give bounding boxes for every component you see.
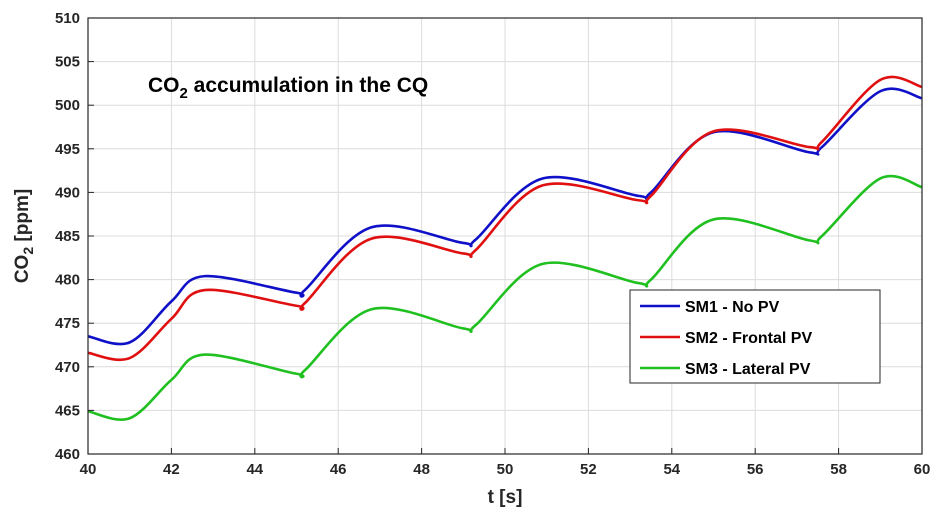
y-tick-label: 500 bbox=[55, 97, 80, 114]
x-tick-label: 46 bbox=[330, 461, 347, 478]
y-tick-label: 485 bbox=[55, 228, 80, 245]
y-tick-label: 470 bbox=[55, 359, 80, 376]
chart-annotation: CO2 accumulation in the CQ bbox=[148, 74, 428, 102]
legend-label-sm3-lateral-pv: SM3 - Lateral PV bbox=[685, 361, 811, 378]
annotation-rest: accumulation in the CQ bbox=[188, 74, 428, 97]
annotation-main: CO bbox=[148, 74, 180, 97]
x-tick-label: 54 bbox=[663, 461, 680, 478]
x-tick-label: 48 bbox=[413, 461, 430, 478]
series-line-sm2-frontal-pv bbox=[87, 75, 923, 362]
x-axis-title: t [s] bbox=[488, 487, 523, 508]
legend-label-sm2-frontal-pv: SM2 - Frontal PV bbox=[685, 330, 812, 347]
y-tick-label: 460 bbox=[55, 446, 80, 463]
x-tick-labels: 40 42 44 46 48 50 52 54 56 58 60 bbox=[80, 448, 931, 478]
x-tick-label: 50 bbox=[497, 461, 514, 478]
legend: SM1 - No PV SM2 - Frontal PV SM3 - Lateral… bbox=[629, 289, 881, 384]
x-tick-label: 60 bbox=[914, 461, 931, 478]
x-tick-label: 52 bbox=[580, 461, 597, 478]
y-tick-label: 510 bbox=[55, 10, 80, 27]
y-axis-title-rest: [ppm] bbox=[12, 189, 33, 247]
x-tick-label: 44 bbox=[246, 461, 263, 478]
y-axis-title-subscript: 2 bbox=[20, 247, 36, 255]
y-tick-label: 505 bbox=[55, 54, 80, 71]
x-tick-label: 56 bbox=[747, 461, 764, 478]
y-tick-labels: 460 465 470 475 480 485 490 495 500 505 510 bbox=[55, 10, 94, 463]
x-tick-label: 42 bbox=[163, 461, 180, 478]
y-tick-label: 490 bbox=[55, 184, 80, 201]
series-line-sm1-no-pv bbox=[87, 87, 923, 346]
y-tick-label: 475 bbox=[55, 315, 80, 332]
x-tick-label: 40 bbox=[80, 461, 97, 478]
y-tick-label: 480 bbox=[55, 272, 80, 289]
legend-label-sm1-no-pv: SM1 - No PV bbox=[685, 299, 780, 316]
y-axis-title-main: CO bbox=[12, 255, 33, 284]
y-tick-label: 495 bbox=[55, 141, 80, 158]
y-axis-title: CO2 [ppm] bbox=[12, 189, 36, 283]
y-tick-label: 465 bbox=[55, 402, 80, 419]
annotation-subscript: 2 bbox=[180, 85, 188, 102]
series-line-sm3-lateral-pv bbox=[87, 174, 923, 421]
series-lines bbox=[87, 75, 923, 421]
x-tick-label: 58 bbox=[830, 461, 847, 478]
